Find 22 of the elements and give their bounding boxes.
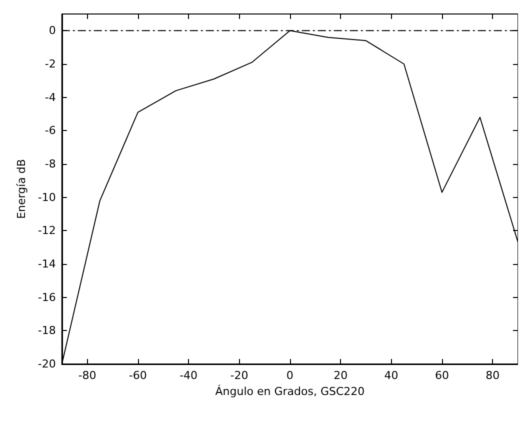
x-tick-label: -40 (180, 369, 198, 382)
y-tick-label: 0 (48, 24, 56, 38)
y-tick-label: -2 (44, 58, 56, 70)
x-tick-label: -80 (78, 369, 96, 382)
x-tick-label: 40 (384, 369, 398, 382)
x-tick-label: -20 (230, 369, 248, 382)
y-axis-title: Energía dB (15, 159, 28, 219)
y-tick-label: -8 (44, 158, 56, 170)
x-axis-title: Ángulo en Grados, GSC220 (215, 384, 365, 398)
x-tick-label: -60 (128, 369, 147, 382)
y-tick-label: -14 (38, 258, 56, 270)
x-tick-label: 0 (286, 369, 294, 382)
y-tick-label: -12 (38, 224, 56, 238)
y-tick-label: -16 (38, 290, 56, 304)
y-tick-label: -6 (44, 124, 56, 138)
x-tick-label: 20 (334, 369, 348, 382)
x-tick-label: 60 (434, 369, 449, 382)
y-tick-label: -18 (38, 324, 56, 338)
y-tick-label: -10 (38, 190, 56, 204)
x-tick-label: 80 (486, 369, 500, 382)
y-tick-label: -4 (44, 90, 56, 104)
y-tick-label: -20 (38, 358, 56, 370)
